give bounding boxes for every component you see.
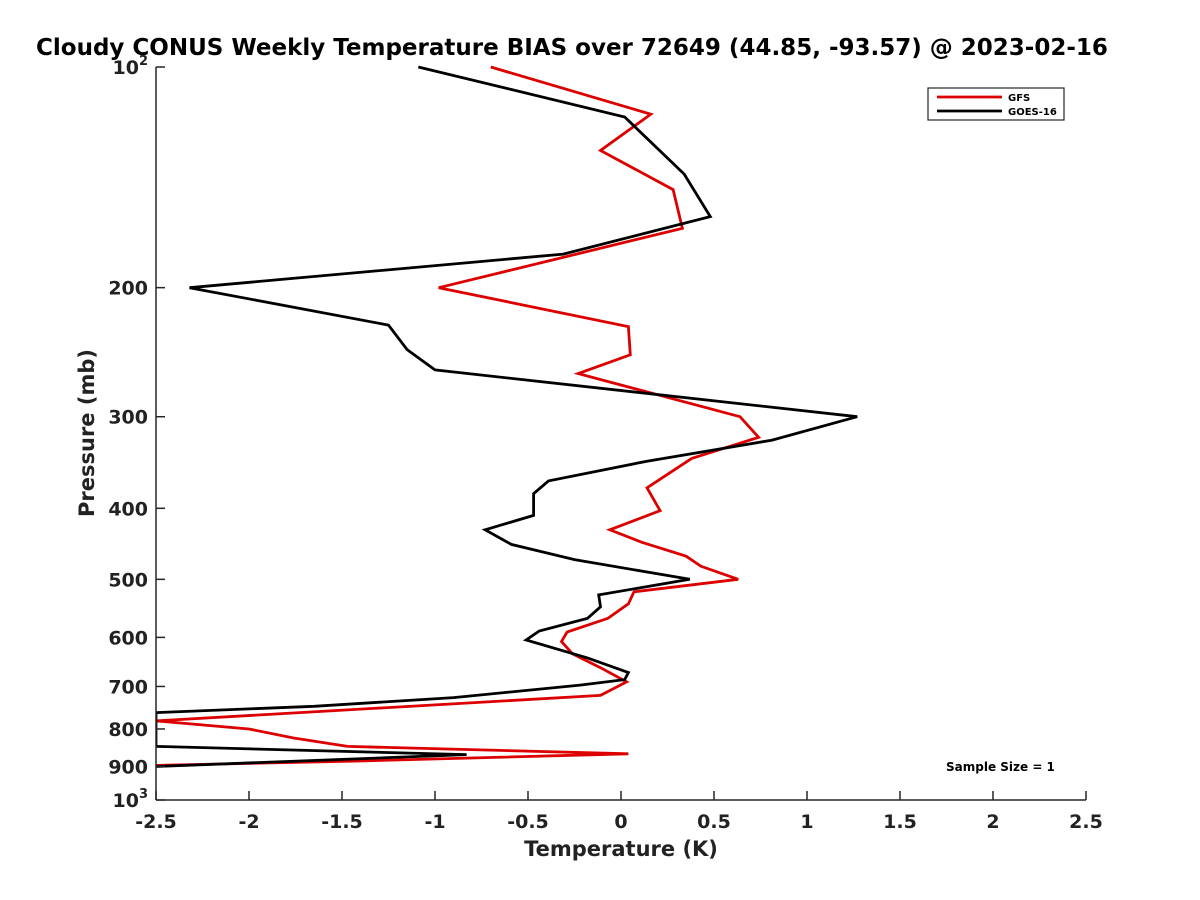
x-tick-label: 1 — [800, 811, 813, 833]
y-tick-label: 500 — [108, 569, 148, 591]
x-tick-label: -2 — [238, 811, 259, 833]
x-tick-label: 0.5 — [697, 811, 731, 833]
y-tick-base: 10 — [113, 57, 139, 79]
series-line-goes-16 — [156, 65, 858, 768]
legend-label: GFS — [1008, 93, 1030, 104]
y-tick-label: 300 — [108, 407, 148, 429]
x-tick-label: 1.5 — [883, 811, 917, 833]
y-tick-label: 200 — [108, 278, 148, 300]
x-tick-label: -1 — [424, 811, 445, 833]
series-layer — [156, 65, 858, 768]
series-line-gfs — [156, 65, 762, 767]
y-tick-label: 400 — [108, 498, 148, 520]
y-tick-label: 102 — [113, 54, 149, 79]
x-tick-label: 2 — [986, 811, 999, 833]
y-tick-label: 900 — [108, 756, 148, 778]
y-tick-exponent: 3 — [139, 787, 148, 802]
y-tick-base: 10 — [113, 790, 139, 812]
y-tick-exponent: 2 — [139, 54, 148, 69]
legend-label: GOES-16 — [1008, 107, 1057, 118]
sample-size-annotation: Sample Size = 1 — [946, 760, 1055, 774]
x-axis-ticks: -2.5 -2 -1.5 -1 -0.5 0 0.5 1 1.5 2 2.5 — [135, 791, 1103, 833]
x-axis-title: Temperature (K) — [524, 837, 718, 861]
y-tick-label: 700 — [108, 676, 148, 698]
x-tick-label: -1.5 — [321, 811, 363, 833]
chart-title: Cloudy CONUS Weekly Temperature BIAS ove… — [36, 35, 1108, 61]
x-tick-label: -2.5 — [135, 811, 177, 833]
y-axis-title: Pressure (mb) — [75, 349, 99, 517]
x-tick-label: 2.5 — [1069, 811, 1103, 833]
legend-box — [927, 87, 1065, 121]
y-tick-label: 600 — [108, 627, 148, 649]
y-tick-label: 103 — [113, 787, 149, 812]
y-tick-label: 800 — [108, 719, 148, 741]
plot-area — [156, 67, 1086, 800]
legend: GFS GOES-16 — [927, 87, 1065, 121]
x-tick-label: 0 — [614, 811, 627, 833]
x-tick-label: -0.5 — [507, 811, 549, 833]
